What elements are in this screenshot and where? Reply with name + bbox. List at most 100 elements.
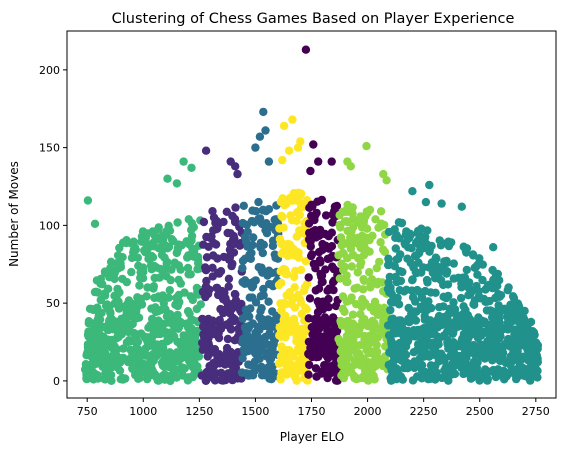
data-point (394, 300, 404, 309)
data-point (238, 264, 247, 273)
data-point (226, 347, 235, 357)
data-point (482, 368, 492, 378)
data-point (84, 331, 94, 340)
data-point (334, 251, 343, 260)
data-point (219, 252, 229, 262)
data-point (356, 212, 365, 221)
x-tick-label: 2750 (522, 405, 550, 418)
data-point (227, 317, 236, 326)
data-point (528, 355, 537, 364)
data-point (462, 353, 471, 363)
data-point (386, 297, 396, 307)
data-point (327, 228, 336, 237)
outlier-point (437, 199, 446, 208)
data-point (510, 347, 519, 356)
data-point (281, 300, 291, 309)
data-point (115, 288, 124, 297)
data-point (269, 340, 278, 349)
data-point (83, 348, 92, 357)
x-tick-label: 1000 (129, 405, 157, 418)
data-point (384, 254, 393, 263)
data-point (146, 261, 156, 270)
data-point (449, 298, 458, 307)
data-point (292, 232, 301, 241)
data-point (164, 293, 173, 302)
data-point (289, 361, 298, 370)
data-point (426, 316, 435, 325)
data-point (235, 241, 244, 250)
outlier-point (309, 140, 318, 149)
data-point (219, 308, 228, 318)
data-point (401, 332, 410, 342)
data-point (531, 363, 540, 373)
data-point (355, 351, 364, 360)
outlier-point (362, 141, 371, 151)
outlier-point (261, 126, 270, 135)
data-point (476, 340, 485, 349)
data-point (430, 274, 440, 283)
data-point (98, 342, 108, 352)
outlier-point (278, 155, 287, 165)
data-point (485, 296, 494, 306)
outlier-point (163, 174, 172, 183)
data-point (192, 304, 201, 314)
data-point (199, 322, 208, 331)
data-point (280, 200, 289, 210)
y-axis-label: Number of Moves (7, 161, 21, 267)
data-point (295, 210, 304, 220)
data-point (509, 335, 518, 345)
data-point (147, 364, 156, 373)
data-point (193, 252, 203, 262)
data-point (433, 321, 442, 330)
data-point (517, 364, 526, 373)
data-point (496, 332, 505, 341)
outlier-point (382, 176, 391, 185)
data-point (184, 215, 193, 224)
data-point (457, 283, 466, 292)
data-point (342, 331, 352, 341)
data-point (282, 316, 291, 325)
data-point (357, 358, 367, 368)
data-point (406, 258, 415, 268)
data-point (526, 317, 536, 327)
data-point (449, 259, 458, 268)
data-point (271, 253, 280, 262)
outlier-point (201, 146, 211, 155)
data-point (258, 205, 268, 214)
data-point (363, 208, 372, 217)
data-point (352, 218, 361, 227)
data-point (162, 226, 171, 236)
data-point (244, 371, 253, 380)
data-point (431, 374, 440, 383)
data-point (128, 349, 137, 358)
data-point (132, 307, 141, 316)
data-point (132, 343, 141, 352)
data-point (210, 376, 220, 385)
data-point (227, 261, 236, 271)
data-point (160, 303, 169, 313)
outlier-point (408, 187, 417, 196)
data-point (241, 305, 251, 314)
data-point (342, 271, 351, 280)
data-point (525, 343, 534, 352)
data-point (208, 272, 217, 281)
data-point (263, 271, 272, 280)
data-point (316, 269, 325, 279)
data-point (142, 239, 151, 248)
data-point (148, 253, 158, 262)
data-point (118, 238, 128, 247)
data-point (515, 318, 524, 327)
data-point (95, 334, 105, 344)
data-point (402, 285, 411, 294)
data-point (143, 229, 152, 238)
data-point (340, 368, 350, 378)
data-point (358, 317, 367, 326)
data-point (198, 314, 207, 324)
data-point (99, 322, 109, 332)
data-point (500, 375, 509, 384)
data-point (371, 215, 380, 224)
data-point (367, 275, 377, 284)
data-point (328, 345, 337, 354)
data-point (151, 347, 160, 357)
data-point (177, 352, 187, 361)
